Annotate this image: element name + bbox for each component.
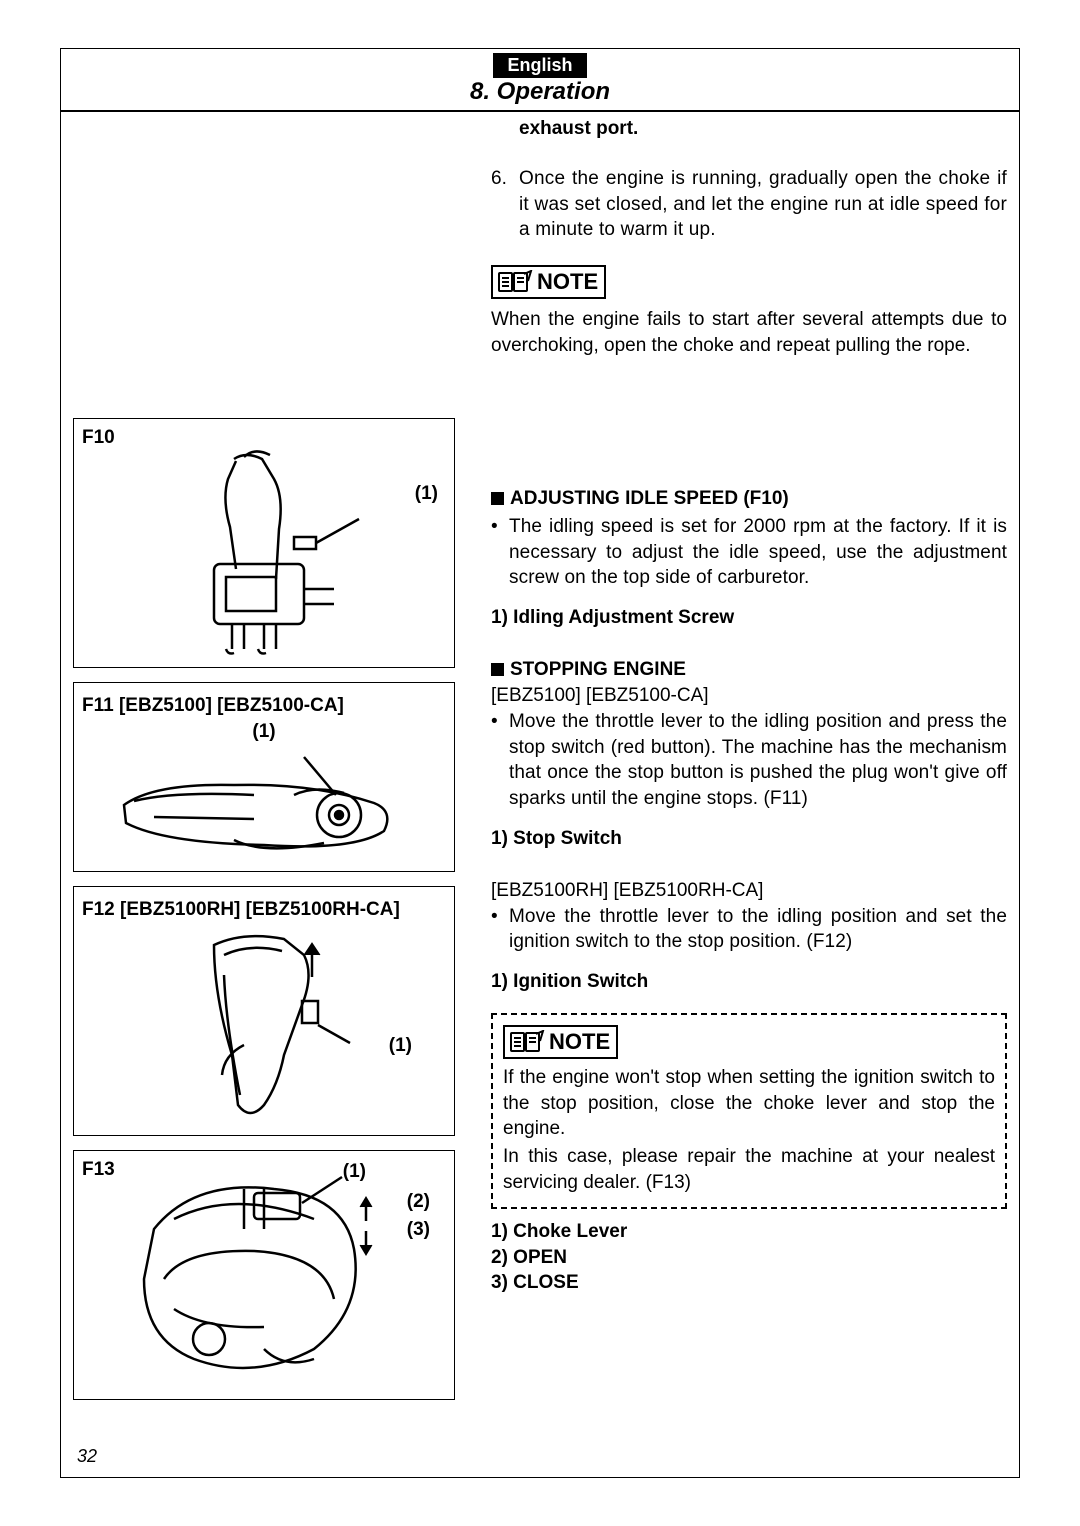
note-box-2-dashed: NOTE If the engine won't stop when setti… <box>491 1013 1007 1209</box>
figures-column: F10 <box>73 118 483 1414</box>
note-icon <box>509 1029 545 1055</box>
figure-f11-callout-1: (1) <box>82 721 446 743</box>
note-icon <box>497 269 533 295</box>
stop-bullet-a: • Move the throttle lever to the idling … <box>491 709 1007 812</box>
note-label: NOTE <box>549 1029 610 1055</box>
legend-item-1: 1) Choke Lever <box>491 1219 1007 1245</box>
figure-f13: F13 <box>73 1150 455 1400</box>
adjust-bullet: • The idling speed is set for 2000 rpm a… <box>491 514 1007 591</box>
square-bullet-icon <box>491 492 504 505</box>
figure-f13-callout-1: (1) <box>343 1161 366 1183</box>
step-number: 6. <box>491 166 519 243</box>
bullet-marker: • <box>491 709 509 812</box>
figure-f12: F12 [EBZ5100RH] [EBZ5100RH-CA] <box>73 886 455 1136</box>
step-6: 6. Once the engine is running, gradually… <box>491 166 1007 243</box>
idling-adjustment-screw-label: 1) Idling Adjustment Screw <box>491 607 1007 629</box>
stop-bullet-b: • Move the throttle lever to the idling … <box>491 904 1007 955</box>
header: English 8. Operation <box>61 49 1019 110</box>
spacer <box>491 378 1007 488</box>
step-text: Once the engine is running, gradually op… <box>519 166 1007 243</box>
bullet-marker: • <box>491 904 509 955</box>
models-a: [EBZ5100] [EBZ5100-CA] <box>491 685 1007 707</box>
figure-f10: F10 <box>73 418 455 668</box>
note-label: NOTE <box>537 269 598 295</box>
note-1-text: When the engine fails to start after sev… <box>491 307 1007 358</box>
figure-f13-label: F13 <box>82 1159 115 1181</box>
figure-f12-caption: F12 [EBZ5100RH] [EBZ5100RH-CA] <box>82 899 446 921</box>
note-2-text-2: In this case, please repair the machine … <box>503 1144 995 1195</box>
adjusting-idle-speed-heading: ADJUSTING IDLE SPEED (F10) <box>491 488 1007 510</box>
bullet-text: The idling speed is set for 2000 rpm at … <box>509 514 1007 591</box>
stopping-engine-heading: STOPPING ENGINE <box>491 659 1007 681</box>
language-badge: English <box>493 53 586 78</box>
figure-f12-callout-1: (1) <box>389 1035 412 1057</box>
legend-list: 1) Choke Lever 2) OPEN 3) CLOSE <box>491 1219 1007 1296</box>
square-bullet-icon <box>491 663 504 676</box>
figure-label: F10 <box>82 427 446 449</box>
ignition-switch-label: 1) Ignition Switch <box>491 971 1007 993</box>
bullet-text: Move the throttle lever to the idling po… <box>509 904 1007 955</box>
figure-f11-image <box>82 745 446 865</box>
figure-f10-image <box>82 449 446 659</box>
figure-f12-image <box>82 925 446 1125</box>
models-b: [EBZ5100RH] [EBZ5100RH-CA] <box>491 880 1007 902</box>
section-title: 8. Operation <box>61 78 1019 110</box>
stop-switch-label: 1) Stop Switch <box>491 828 1007 850</box>
two-column-layout: F10 <box>61 118 1019 1414</box>
page-frame: English 8. Operation F10 <box>60 48 1020 1478</box>
heading-text: STOPPING ENGINE <box>510 659 686 680</box>
figure-f10-callout-1: (1) <box>415 483 438 505</box>
figure-f13-image <box>82 1159 446 1389</box>
heading-text: ADJUSTING IDLE SPEED (F10) <box>510 488 789 509</box>
legend-item-2: 2) OPEN <box>491 1245 1007 1271</box>
legend-item-3: 3) CLOSE <box>491 1270 1007 1296</box>
exhaust-port-label: exhaust port. <box>491 118 1007 140</box>
figure-f11-caption: F11 [EBZ5100] [EBZ5100-CA] <box>82 695 446 717</box>
figure-f13-callout-3: (3) <box>407 1219 430 1241</box>
figure-f11: F11 [EBZ5100] [EBZ5100-CA] (1) <box>73 682 455 872</box>
spacer <box>73 118 455 418</box>
bullet-text: Move the throttle lever to the idling po… <box>509 709 1007 812</box>
note-box-2: NOTE <box>503 1025 618 1059</box>
header-rule <box>61 110 1019 112</box>
figure-f13-callout-2: (2) <box>407 1191 430 1213</box>
page-number: 32 <box>77 1446 97 1467</box>
bullet-marker: • <box>491 514 509 591</box>
note-box-1: NOTE <box>491 265 606 299</box>
note-2-text-1: If the engine won't stop when setting th… <box>503 1065 995 1142</box>
text-column: exhaust port. 6. Once the engine is runn… <box>483 118 1007 1414</box>
